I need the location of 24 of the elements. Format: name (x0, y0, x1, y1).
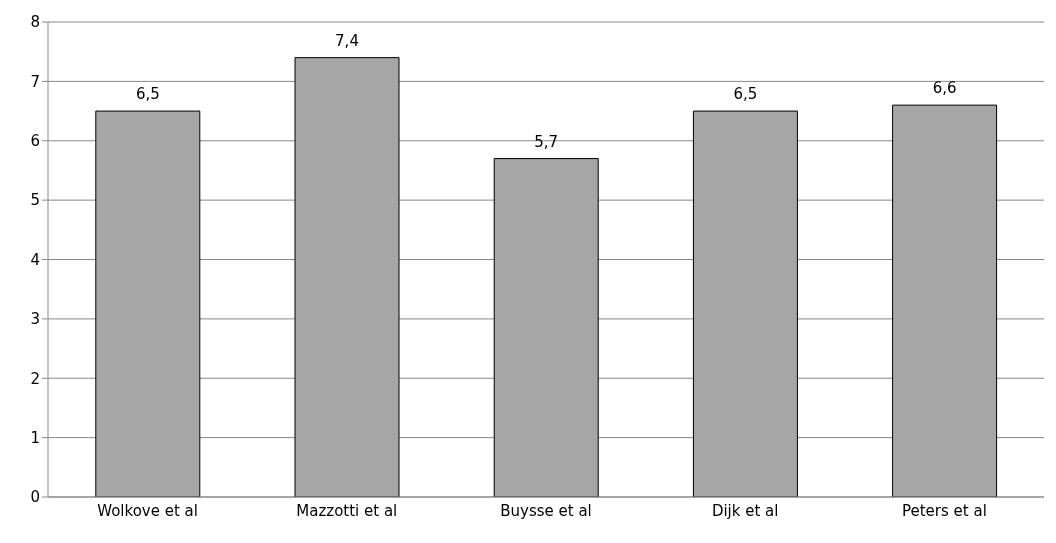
x-tick-label: Buysse et al (500, 501, 592, 520)
y-tick-label: 6 (30, 132, 40, 151)
bar (692, 110, 798, 497)
y-tick-label: 1 (30, 428, 40, 447)
bar (493, 158, 599, 497)
x-tick-label: Dijk et al (711, 501, 779, 520)
y-tick-label: 2 (30, 369, 40, 388)
y-tick-label: 7 (30, 72, 40, 91)
data-label: 5,7 (534, 132, 559, 151)
y-tick-label: 0 (30, 488, 40, 507)
data-label: 6,6 (932, 79, 957, 98)
x-tick-label: Peters et al (901, 501, 987, 520)
bar (95, 110, 201, 497)
bar (294, 57, 400, 497)
data-label: 7,4 (335, 31, 359, 50)
y-tick-label: 4 (30, 250, 40, 269)
x-tick-label: Wolkove et al (97, 501, 198, 520)
data-label: 6,5 (733, 85, 758, 104)
y-tick-label: 8 (30, 13, 40, 32)
x-tick-label: Mazzotti et al (296, 501, 398, 520)
bar (892, 104, 998, 497)
y-tick-label: 5 (30, 191, 40, 210)
y-tick-label: 3 (30, 310, 40, 329)
data-label: 6,5 (135, 85, 160, 104)
